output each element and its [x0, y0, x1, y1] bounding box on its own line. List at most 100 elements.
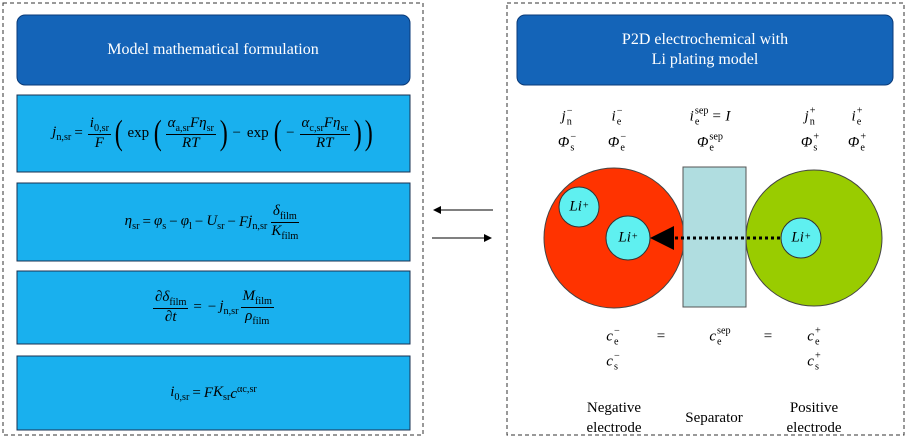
- variable: i−e: [612, 106, 623, 127]
- subscript: e: [857, 117, 863, 128]
- symbol: Φ: [848, 134, 859, 150]
- equation: jn,sr=i0,srF(exp(αa,srFηsrRT)−exp(−αc,sr…: [17, 95, 410, 172]
- term: F: [190, 115, 199, 131]
- symbol: Li: [618, 230, 631, 246]
- symbol: K: [271, 223, 281, 239]
- symbol: ): [220, 116, 228, 151]
- symbol: η: [125, 213, 132, 229]
- term: Ksr: [213, 384, 230, 403]
- symbol: ∂t: [165, 309, 177, 325]
- symbol: j: [805, 108, 809, 124]
- symbol: −: [208, 299, 216, 315]
- term: jn,sr: [248, 213, 267, 232]
- symbol: Φ: [697, 134, 708, 150]
- superscript: +: [583, 202, 589, 213]
- title-line: P2D electrochemical with: [622, 30, 788, 50]
- subscript: film: [169, 297, 186, 308]
- right-title: P2D electrochemical with Li plating mode…: [622, 30, 788, 70]
- term: ): [218, 116, 230, 151]
- subscript: e: [695, 117, 709, 128]
- symbol: Φ: [558, 134, 569, 150]
- symbol: exp: [247, 125, 269, 141]
- subscript: n,sr: [252, 221, 267, 232]
- term: ηsr: [199, 115, 214, 131]
- term: (: [152, 116, 164, 151]
- variable: c+s: [807, 351, 820, 372]
- denominator: RT: [180, 135, 202, 152]
- term: ρfilm: [245, 308, 269, 324]
- symbol: c: [807, 353, 814, 369]
- scripts: −n: [567, 106, 573, 127]
- denominator: Kfilm: [269, 223, 300, 242]
- term: exp: [124, 125, 152, 142]
- equation: i0,sr=FKsrcαc,sr: [17, 356, 410, 430]
- symbol: U: [206, 213, 217, 229]
- scripts: +e: [815, 326, 821, 347]
- symbol: =: [74, 125, 82, 141]
- subscript: n,sr: [224, 306, 239, 317]
- term: Mfilm: [243, 288, 272, 304]
- variable: j−n: [562, 106, 573, 127]
- symbol: Li: [569, 199, 582, 215]
- ion-label: Li+: [569, 199, 588, 216]
- subscript: n: [810, 117, 816, 128]
- term: F: [324, 115, 333, 131]
- numerator: αa,srFηsr: [166, 115, 216, 135]
- term: F: [204, 385, 213, 402]
- symbol: =: [764, 329, 772, 345]
- subscript: 0,sr: [174, 392, 189, 403]
- fraction: δfilmKfilm: [269, 203, 300, 242]
- symbol: Φ: [801, 134, 812, 150]
- symbol: −: [195, 214, 203, 230]
- denominator: F: [93, 135, 106, 152]
- scripts: +e: [860, 132, 866, 153]
- subscript: n,sr: [56, 132, 71, 143]
- symbol: (: [115, 116, 123, 151]
- term: jn,sr: [219, 298, 238, 317]
- symbol: −: [228, 214, 236, 230]
- term: −: [225, 214, 239, 231]
- term: cαc,sr: [230, 384, 256, 403]
- symbol: exp: [127, 125, 149, 141]
- scripts: +: [583, 202, 589, 213]
- variable: csepe: [709, 326, 730, 347]
- label-line: electrode: [787, 418, 842, 438]
- subscript: e: [815, 337, 821, 348]
- scripts: −e: [617, 106, 623, 127]
- symbol-rest: = I: [711, 108, 730, 124]
- equation: ∂δfilm∂t=−jn,srMfilmρfilm: [17, 271, 410, 344]
- scripts: sepe: [695, 106, 709, 127]
- term: RT: [316, 135, 334, 151]
- symbol: −: [232, 125, 240, 141]
- subscript: sr: [217, 221, 224, 232]
- variable: Φ+e: [848, 132, 866, 153]
- scripts: +n: [810, 106, 816, 127]
- symbol: =: [657, 329, 665, 345]
- symbol: RT: [182, 135, 200, 151]
- scripts: −e: [620, 132, 626, 153]
- term: exp: [244, 125, 272, 142]
- scripts: +s: [815, 351, 821, 372]
- term: (: [272, 116, 284, 151]
- symbol: i: [690, 108, 694, 124]
- label-line: Positive: [787, 398, 842, 418]
- variable: Φsepe: [697, 132, 723, 153]
- superscript: αc,sr: [237, 384, 257, 395]
- symbol: i: [612, 108, 616, 124]
- symbol: K: [213, 384, 223, 400]
- term: αa,sr: [168, 115, 190, 131]
- term: i0,sr: [170, 384, 189, 403]
- variable: j+n: [805, 106, 816, 127]
- subscript: 0,sr: [94, 123, 109, 134]
- symbol: ∂δ: [155, 289, 169, 305]
- term: =: [71, 125, 85, 142]
- term: (: [113, 116, 125, 151]
- subscript: c,sr: [309, 123, 323, 134]
- fraction: αc,srFηsrRT: [300, 115, 350, 152]
- scripts: sepe: [717, 326, 731, 347]
- term: RT: [182, 135, 200, 151]
- term: jn,sr: [52, 124, 71, 143]
